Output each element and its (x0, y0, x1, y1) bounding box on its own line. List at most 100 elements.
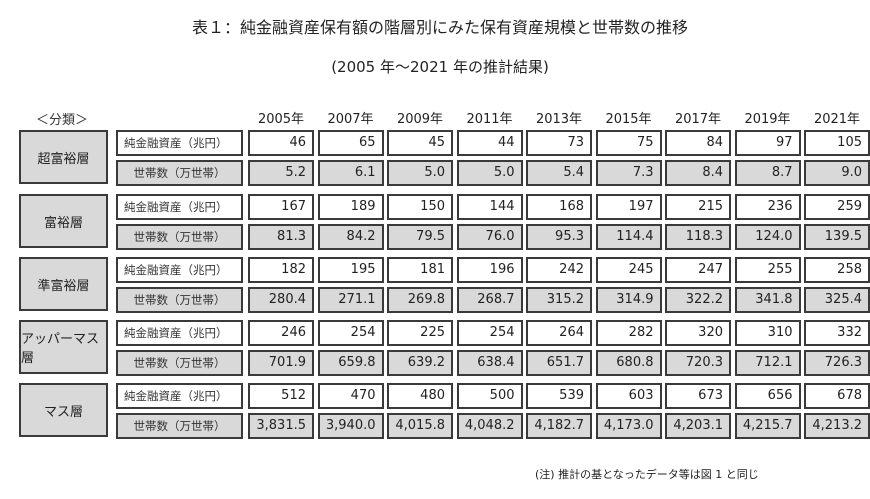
table-cell: 255 (734, 257, 801, 283)
table-cell: 280.4 (248, 287, 314, 313)
table-cell: 84 (665, 130, 731, 156)
table-cell: 4,015.8 (387, 413, 453, 439)
table-cell: 678 (804, 383, 870, 409)
table-cell: 118.3 (665, 224, 731, 250)
table-group: 準富裕層 純金融資産（兆円） 182 195 181 196 242 245 247 255 258… (19, 257, 870, 314)
table-cell: 189 (317, 194, 384, 220)
table-cell: 4,182.7 (526, 413, 592, 439)
table-cell: 6.1 (317, 160, 384, 186)
year-header: 2007年 (327, 112, 374, 127)
table-group: 富裕層 純金融資産（兆円） 167 189 150 144 168 197 215 236 259 世… (19, 194, 870, 251)
table-cell: 242 (526, 257, 592, 283)
table-cell: 656 (734, 383, 801, 409)
table-cell: 215 (665, 194, 731, 220)
table-cell: 196 (456, 257, 523, 283)
table-cell: 246 (248, 320, 314, 346)
table-cell: 105 (804, 130, 870, 156)
table-cell: 225 (387, 320, 453, 346)
table-cell: 5.0 (456, 160, 523, 186)
row-label: 世帯数（万世帯） (116, 287, 243, 313)
year-header: 2013年 (535, 112, 583, 127)
table-cell: 638.4 (456, 350, 523, 376)
table-cell: 8.4 (665, 160, 731, 186)
row-label: 世帯数（万世帯） (116, 350, 243, 376)
row-label: 世帯数（万世帯） (116, 413, 243, 439)
table-cell: 236 (734, 194, 801, 220)
table-cell: 76.0 (456, 224, 523, 250)
year-header: 2019年 (744, 112, 791, 127)
table-cell: 139.5 (804, 224, 870, 250)
table-cell: 195 (317, 257, 384, 283)
year-header: 2011年 (466, 112, 513, 127)
table-cell: 75 (595, 130, 662, 156)
table-cell: 341.8 (734, 287, 801, 313)
year-header: 2021年 (813, 112, 861, 127)
table-cell: 167 (248, 194, 314, 220)
table-cell: 84.2 (317, 224, 384, 250)
table-cell: 114.4 (595, 224, 662, 250)
row-label: 純金融資産（兆円） (116, 320, 243, 346)
table-cell: 320 (665, 320, 731, 346)
table-cell: 269.8 (387, 287, 453, 313)
table-cell: 322.2 (665, 287, 731, 313)
table-cell: 124.0 (734, 224, 801, 250)
table-cell: 4,203.1 (665, 413, 731, 439)
table-cell: 480 (387, 383, 453, 409)
table-cell: 651.7 (526, 350, 592, 376)
table-cell: 73 (526, 130, 592, 156)
table-cell: 512 (248, 383, 314, 409)
table-cell: 45 (387, 130, 453, 156)
table-cell: 81.3 (248, 224, 314, 250)
table-group: 超富裕層 純金融資産（兆円） 46 65 45 44 73 75 84 97 105 世帯数（万世帯）… (19, 130, 870, 187)
table-cell: 7.3 (595, 160, 662, 186)
table-cell: 720.3 (665, 350, 731, 376)
table-cell: 245 (595, 257, 662, 283)
table-cell: 150 (387, 194, 453, 220)
table-cell: 247 (665, 257, 731, 283)
table-cell: 680.8 (595, 350, 662, 376)
table-cell: 4,048.2 (456, 413, 523, 439)
table-cell: 314.9 (595, 287, 662, 313)
table-cell: 8.7 (734, 160, 801, 186)
table-cell: 5.4 (526, 160, 592, 186)
table-cell: 5.0 (387, 160, 453, 186)
table-cell: 268.7 (456, 287, 523, 313)
table-cell: 264 (526, 320, 592, 346)
table-cell: 282 (595, 320, 662, 346)
table-cell: 254 (317, 320, 384, 346)
table-cell: 3,940.0 (317, 413, 384, 439)
table-cell: 712.1 (734, 350, 801, 376)
table-cell: 197 (595, 194, 662, 220)
table-cell: 259 (804, 194, 870, 220)
table-cell: 639.2 (387, 350, 453, 376)
year-header: 2017年 (674, 112, 722, 127)
year-header: 2015年 (605, 112, 652, 127)
table-subtitle: (2005 年～2021 年の推計結果) (331, 58, 549, 76)
table-cell: 168 (526, 194, 592, 220)
footnote: (注) 推計の基となったデータ等は図 1 と同じ (535, 468, 759, 481)
table-cell: 4,215.7 (734, 413, 801, 439)
table-cell: 726.3 (804, 350, 870, 376)
table-cell: 470 (317, 383, 384, 409)
table-cell: 603 (595, 383, 662, 409)
table-cell: 271.1 (317, 287, 384, 313)
row-label: 世帯数（万世帯） (116, 224, 243, 250)
table-cell: 181 (387, 257, 453, 283)
table-cell: 46 (248, 130, 314, 156)
year-header: 2005年 (257, 112, 305, 127)
table-cell: 258 (804, 257, 870, 283)
table-cell: 332 (804, 320, 870, 346)
category-label: 超富裕層 (19, 130, 108, 184)
table-cell: 310 (734, 320, 801, 346)
table-group: アッパーマス層 純金融資産（兆円） 246 254 225 254 264 282 320 310… (19, 320, 870, 377)
table-cell: 659.8 (317, 350, 384, 376)
table-cell: 701.9 (248, 350, 314, 376)
table-cell: 144 (456, 194, 523, 220)
table-cell: 4,213.2 (804, 413, 870, 439)
table-cell: 5.2 (248, 160, 314, 186)
table-cell: 673 (665, 383, 731, 409)
table-cell: 254 (456, 320, 523, 346)
table-group: マス層 純金融資産（兆円） 512 470 480 500 539 603 673 656 678 世… (19, 383, 870, 440)
row-label: 純金融資産（兆円） (116, 130, 243, 156)
table-cell: 3,831.5 (248, 413, 314, 439)
